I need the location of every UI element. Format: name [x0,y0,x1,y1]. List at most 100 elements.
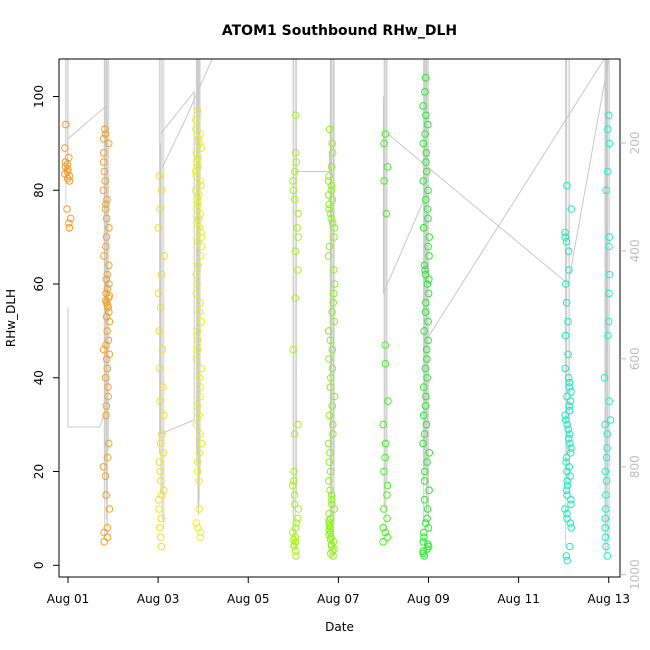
data-point [290,477,298,485]
data-point [61,163,70,171]
data-point [197,181,205,190]
data-point [195,224,204,232]
data-point [157,542,166,551]
data-point [422,167,431,176]
data-point [419,538,428,546]
data-point [102,242,110,251]
trace-layer [65,58,610,554]
data-point [194,238,202,246]
data-point [196,392,204,401]
data-point [157,270,166,279]
data-point [605,242,613,251]
data-point [290,500,299,509]
data-point [420,467,429,476]
data-point [329,299,338,307]
data-point [294,266,302,274]
data-point [379,420,388,429]
data-point [425,275,433,284]
data-point [197,317,206,326]
data-point [197,233,206,241]
y-tick-label: 80 [32,183,46,198]
data-point [294,505,303,513]
data-point [192,149,200,157]
data-point [195,191,203,199]
data-point [154,224,163,232]
y-tick-label: 100 [32,85,46,108]
data-point [562,453,571,462]
data-point [383,163,392,171]
x-tick-label: Aug 03 [137,592,180,606]
data-point [330,505,339,513]
data-point [423,355,431,363]
data-point [102,341,110,349]
data-point [197,242,206,251]
data-point [424,336,432,345]
data-point [600,374,609,382]
data-point [425,252,433,260]
data-point [194,336,202,345]
data-point [65,177,74,185]
data-point [102,355,111,363]
data-point [565,378,574,387]
data-point [324,327,333,335]
data-point [66,214,75,223]
data-point [193,280,201,288]
data-point [330,317,339,326]
data-point [103,533,112,542]
trace-line [67,307,105,428]
data-point [191,116,200,124]
data-point [421,402,430,410]
data-point [325,477,333,485]
data-point [294,209,303,218]
data-point [384,397,392,406]
data-point [327,374,335,382]
data-point [602,542,610,551]
data-point [422,158,430,166]
data-point [102,214,111,223]
y-axis-label: RHw_DLH [4,289,18,347]
data-point [196,533,204,542]
x-tick-label: Aug 13 [587,592,630,606]
data-point [328,139,337,148]
data-point [330,224,339,232]
data-point [293,514,302,523]
data-point [155,172,164,180]
data-point [104,303,112,312]
data-point [102,200,110,209]
data-point [292,158,301,166]
data-point [561,228,569,237]
data-point [290,542,298,551]
data-point [379,538,387,546]
data-point [195,139,203,148]
data-point [421,74,430,82]
data-point [160,411,168,420]
data-point [604,167,612,176]
data-point [101,472,110,481]
data-point [383,481,392,490]
data-point [156,303,165,312]
data-point [382,209,391,218]
data-point [381,341,390,349]
data-point [195,308,203,316]
data-point [566,397,575,406]
data-point [326,383,335,391]
data-point [380,139,388,148]
data-point [561,505,569,513]
data-point [99,345,108,354]
data-point [602,453,611,462]
data-point [194,134,203,143]
data-point [196,528,205,537]
secondary-y-axis: 200 400 600 800 1000 [620,132,642,590]
data-point [424,317,432,326]
data-point [419,439,427,448]
data-point [566,519,575,527]
data-point [422,392,430,401]
data-point [65,153,73,162]
y2-tick-label: 1000 [628,559,642,590]
data-point [197,364,206,373]
data-point [105,308,113,316]
data-point [155,524,164,532]
data-point [197,439,206,448]
data-point [294,233,303,241]
